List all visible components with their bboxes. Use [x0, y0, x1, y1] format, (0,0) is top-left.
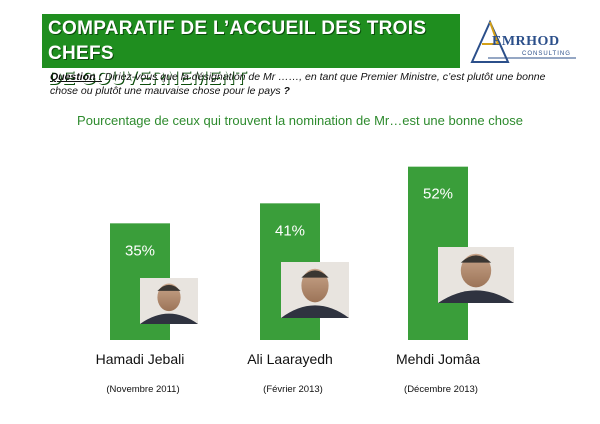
date-label-3: (Décembre 2013)	[404, 384, 478, 395]
question-mark: ?	[283, 85, 290, 97]
portrait-photo-3-icon	[438, 247, 514, 303]
portrait-photo-1-icon	[140, 278, 198, 324]
title-line-1: COMPARATIF DE L’ACCUEIL DES TROIS CHEFS	[48, 18, 427, 64]
emrhod-logo-icon	[470, 19, 576, 63]
question-body: Diriez-vous que la désignation de Mr ……,…	[50, 71, 546, 97]
date-label-1: (Novembre 2011)	[106, 384, 179, 395]
title-band	[42, 14, 460, 68]
question-text: Question : Diriez-vous que la désignatio…	[50, 70, 550, 98]
portrait-photo-2-icon	[281, 262, 349, 318]
category-label-3: Mehdi Jomâa	[396, 351, 480, 367]
title-line-2: DE GOUVERNEMENT	[48, 68, 247, 89]
bar-value-label-2: 41%	[275, 222, 305, 239]
bar-value-label-3: 52%	[423, 186, 453, 203]
page-title: COMPARATIF DE L’ACCUEIL DES TROIS CHEFS …	[48, 16, 458, 91]
date-label-2: (Février 2013)	[263, 384, 323, 395]
logo-name: EMRHOD	[492, 34, 560, 49]
bar-value-label-1: 35%	[125, 242, 155, 259]
chart-subtitle: Pourcentage de ceux qui trouvent la nomi…	[77, 113, 523, 128]
question-label: Question :	[50, 71, 102, 83]
category-label-1: Hamadi Jebali	[96, 351, 185, 367]
logo-subtitle: CONSULTING	[522, 51, 571, 57]
category-label-2: Ali Laarayedh	[247, 351, 333, 367]
